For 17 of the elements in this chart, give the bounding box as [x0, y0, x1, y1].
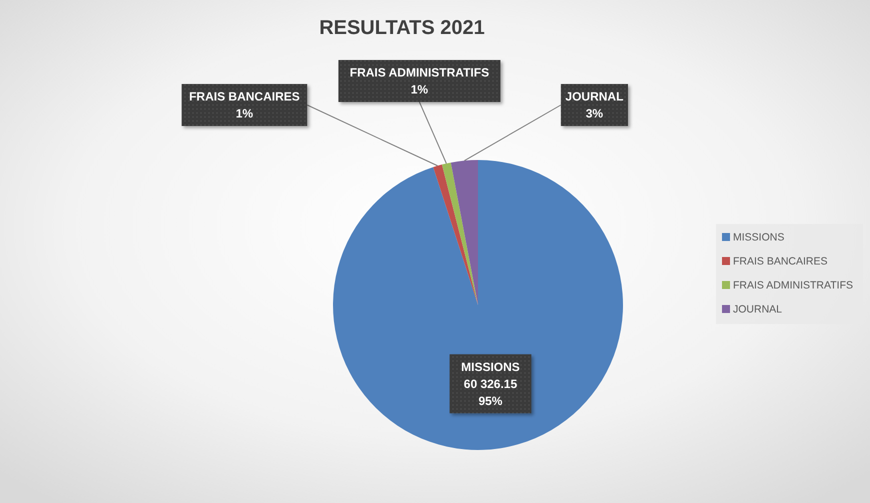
pie-slice [450, 160, 478, 305]
pie-slice [433, 164, 478, 305]
data-label: 60 326.15 95% [464, 376, 518, 408]
pie-slice [442, 162, 478, 305]
legend-label: JOURNAL [733, 304, 782, 316]
data-label: 1% [410, 82, 428, 97]
data-label: 1% [236, 106, 254, 121]
legend-label: FRAIS BANCAIRES [733, 256, 828, 268]
data-label: 3% [586, 106, 604, 121]
pie-slice [333, 160, 623, 450]
slice-label: FRAIS BANCAIRES [189, 90, 300, 104]
slice-label: MISSIONS [461, 360, 520, 374]
chart-title: RESULTATS 2021 [319, 17, 485, 39]
slice-label: JOURNAL [565, 90, 624, 104]
legend-label: MISSIONS [733, 232, 784, 244]
legend-label: FRAIS ADMINISTRATIFS [733, 280, 853, 292]
slice-label: FRAIS ADMINISTRATIFS [350, 66, 490, 80]
